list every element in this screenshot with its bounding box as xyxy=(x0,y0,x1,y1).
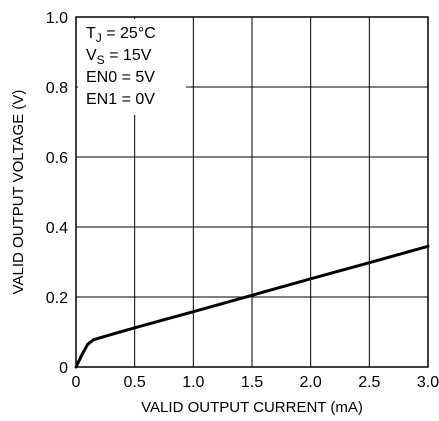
series-line xyxy=(74,244,430,369)
x-tick-label: 0.5 xyxy=(124,374,146,391)
y-tick-label: 0.2 xyxy=(46,290,68,307)
annotation-en1: EN1 = 0V xyxy=(86,91,155,108)
series-layer xyxy=(74,244,430,369)
x-axis-title: VALID OUTPUT CURRENT (mA) xyxy=(141,399,363,416)
plot-frame xyxy=(75,16,429,368)
y-tick-label: 0.8 xyxy=(46,80,68,97)
y-axis-title: VALID OUTPUT VOLTAGE (V) xyxy=(10,90,27,295)
x-tick-label: 3.0 xyxy=(417,374,439,391)
x-tick-label: 0 xyxy=(72,374,81,391)
x-tick-label: 1.0 xyxy=(182,374,204,391)
conditions-box: TJ = 25°C VS = 15V EN0 = 5V EN1 = 0V xyxy=(78,19,186,115)
x-tick-label: 1.5 xyxy=(241,374,263,391)
y-tick-label: 1.0 xyxy=(46,10,68,27)
x-tick-label: 2.0 xyxy=(300,374,322,391)
y-tick-label: 0.6 xyxy=(46,150,68,167)
annotation-tj: TJ = 25°C xyxy=(86,25,156,45)
annotation-vs: VS = 15V xyxy=(86,47,152,67)
x-tick-label: 2.5 xyxy=(358,374,380,391)
annotation-en0: EN0 = 5V xyxy=(86,69,155,86)
conditions-box-background xyxy=(78,19,186,115)
y-tick-label: 0.4 xyxy=(46,220,68,237)
y-tick-labels: 0 0.2 0.4 0.6 0.8 1.0 xyxy=(46,10,68,377)
grid xyxy=(76,17,428,367)
x-tick-labels: 0 0.5 1.0 1.5 2.0 2.5 3.0 xyxy=(72,374,439,391)
y-tick-label: 0 xyxy=(59,360,68,377)
